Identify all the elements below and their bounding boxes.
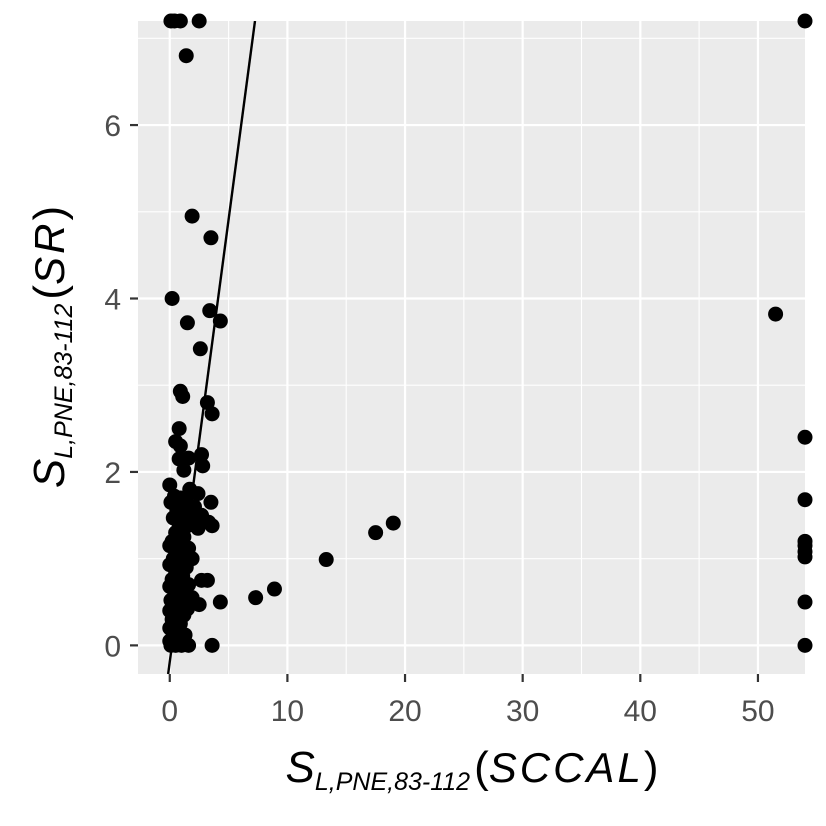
data-point [204,637,220,653]
data-point [192,341,208,357]
plot-panel [138,21,805,674]
minor-gridlines [138,21,805,674]
data-point [202,303,218,319]
x-tick-label: 10 [271,695,304,728]
y-axis-label: SL,PNE,83-112 (SR) [25,206,78,488]
data-point [204,518,220,534]
data-point [204,406,220,422]
x-tick-label: 30 [506,695,539,728]
x-axis-label: SL,PNE,83-112(SCCAL) [286,743,659,796]
y-tick-label: 0 [104,630,121,663]
data-point [164,291,180,307]
x-axis-label-paren-close: ) [644,743,659,792]
data-point [385,515,401,531]
data-point [191,597,207,613]
x-tick-label: 40 [624,695,657,728]
data-point [199,572,215,588]
data-point [248,590,264,606]
data-point [190,486,206,502]
y-axis-label-subscript: L,PNE,83-112 [50,303,78,458]
x-tick-label: 0 [161,695,178,728]
data-point [179,315,195,331]
data-point [175,388,191,404]
y-tick-label: 6 [104,110,121,143]
data-point [171,421,187,437]
data-point [768,306,784,322]
data-point [212,313,228,329]
data-points [162,13,813,653]
y-tick-label: 4 [104,284,121,317]
data-point [171,451,187,467]
data-point [203,230,219,246]
x-axis-label-paren-open: ( [474,743,489,792]
major-gridlines [138,21,805,674]
y-axis-label-paren-open: ( [25,285,74,300]
data-point [191,13,207,29]
data-point [184,208,200,224]
y-axis-label-main: S [25,459,74,488]
data-point [797,13,813,29]
y-axis-ticks: 0 2 4 6 [104,110,138,663]
x-axis-label-subscript: L,PNE,83-112 [315,768,470,796]
data-point [195,458,211,474]
y-axis-label-paren-close: ) [25,206,74,221]
data-point [172,13,188,29]
data-point [162,477,178,493]
data-point [203,494,219,510]
data-point [797,492,813,508]
x-tick-label: 50 [741,695,774,728]
data-point [797,429,813,445]
data-point [797,594,813,610]
data-point [318,552,334,568]
data-point [172,438,188,454]
x-tick-label: 20 [388,695,421,728]
data-point [194,447,210,463]
data-point [178,48,194,64]
data-point [797,637,813,653]
data-point [266,581,282,597]
data-point [190,520,206,536]
x-axis-ticks: 0 10 20 30 40 50 [161,674,775,728]
x-axis-label-method: SCCAL [489,744,644,791]
data-point [797,549,813,565]
x-axis-label-main: S [286,743,315,792]
data-point [176,462,192,478]
data-point [368,525,384,541]
data-point [212,594,228,610]
data-point [199,395,215,411]
y-tick-label: 2 [104,457,121,490]
y-axis-label-method: SR [26,221,73,285]
data-point [181,637,197,653]
